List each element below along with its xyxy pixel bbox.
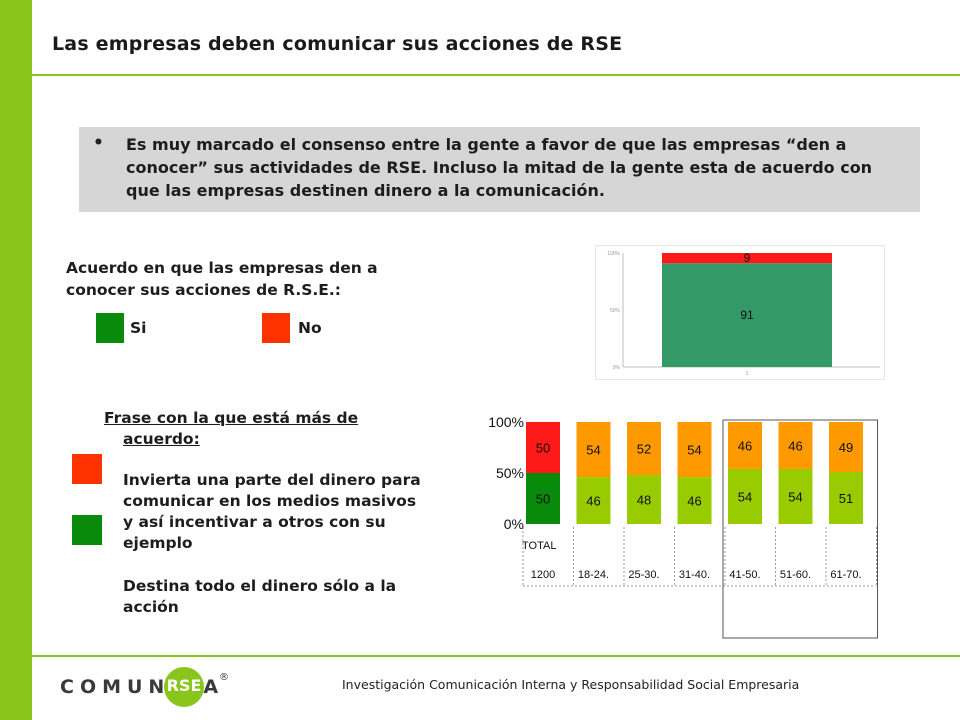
bar-segment-action	[526, 473, 560, 524]
phrase-line: Destina todo el dinero sólo a la	[123, 577, 397, 595]
x-tick-label: TOTAL	[522, 540, 556, 552]
data-label: 46	[586, 494, 600, 509]
y-tick-label: 100%	[607, 251, 620, 257]
data-label: 51	[839, 491, 853, 506]
y-tick-label: 100%	[488, 414, 524, 430]
legend-no-label: No	[298, 319, 322, 337]
bar-segment-invest	[627, 422, 661, 476]
bar-segment-no	[662, 253, 832, 264]
legend-si-label: Si	[130, 319, 147, 337]
question-line: acuerdo:	[123, 430, 200, 448]
summary-callout: • Es muy marcado el consenso entre la ge…	[79, 127, 920, 212]
footer-caption: Investigación Comunicación Interna y Res…	[342, 677, 800, 692]
data-label: 52	[637, 442, 651, 457]
question-line: conocer sus acciones de R.S.E.:	[66, 281, 341, 299]
bar-segment-invest	[576, 422, 611, 478]
bar-segment-action	[576, 477, 611, 524]
footer-divider	[32, 655, 960, 657]
bar-segment-action	[677, 477, 712, 524]
x-tick-label: 1	[746, 371, 749, 377]
bar-segment-invest	[778, 422, 813, 469]
question-rse-disclosure: Acuerdo en que las empresas den a conoce…	[66, 257, 456, 301]
bar-segment-action	[829, 471, 863, 524]
data-label: 46	[687, 494, 701, 509]
x-tick-label: 25-30.	[628, 569, 659, 581]
data-label: 54	[738, 489, 752, 504]
legend-action-swatch	[72, 515, 102, 545]
bar-segment-invest	[677, 422, 712, 478]
legend-no-swatch	[262, 313, 290, 343]
data-label: 48	[637, 493, 651, 508]
phrase-line: comunicar en los medios masivos	[123, 492, 417, 510]
question-phrase-agreement: Frase con la que está más de acuerdo:	[104, 408, 434, 450]
x-tick-label: 31-40.	[679, 569, 710, 581]
data-label: 54	[586, 443, 600, 458]
bar-segment-si	[662, 263, 832, 367]
legend-invest-swatch	[72, 454, 102, 484]
data-label: 54	[687, 443, 701, 458]
rse-logo-badge-text: RSE	[166, 676, 202, 695]
legend-action-label: Destina todo el dinero sólo a la acción	[123, 576, 463, 618]
bar-segment-action	[778, 468, 813, 524]
bullet-icon: •	[93, 133, 104, 153]
y-tick-label: 0%	[504, 516, 524, 532]
data-label: 49	[839, 440, 853, 455]
phrase-line: y así incentivar a otros con su	[123, 513, 386, 531]
phrase-line: ejemplo	[123, 534, 193, 552]
bar-segment-invest	[728, 422, 762, 469]
page-title: Las empresas deben comunicar sus accione…	[52, 33, 623, 55]
highlight-box	[722, 419, 878, 639]
summary-text: Es muy marcado el consenso entre la gent…	[126, 135, 873, 200]
question-line: Frase con la que está más de	[104, 409, 359, 427]
rse-logo-badge: RSE	[164, 667, 204, 707]
x-tick-label: 41-50.	[729, 569, 760, 581]
phrase-line: acción	[123, 598, 179, 616]
bar-segment-action	[627, 475, 661, 524]
header-divider	[32, 74, 960, 76]
y-tick-label: 0%	[613, 365, 621, 371]
registered-mark: ®	[219, 672, 229, 683]
base-label: 1200	[531, 569, 555, 581]
legend-si-swatch	[96, 313, 124, 343]
bar-segment-invest	[526, 422, 560, 473]
x-tick-label: 51-60.	[780, 569, 811, 581]
x-tick-label: 61-70.	[830, 569, 861, 581]
chart-phrase-by-age: 0% 50% 100% TOTAL 1200 18-24. 25-30. 31-40. 41-5…	[488, 414, 878, 639]
data-label: 50	[536, 441, 550, 456]
left-accent-bar	[0, 0, 32, 720]
y-tick-label: 50%	[496, 465, 524, 481]
data-label: 54	[788, 489, 802, 504]
bar-segment-invest	[829, 422, 863, 472]
data-label: 46	[738, 438, 752, 453]
data-label: 50	[536, 492, 550, 507]
legend-invest-label: Invierta una parte del dinero para comun…	[123, 470, 493, 554]
x-tick-label: 18-24.	[578, 569, 609, 581]
phrase-line: Invierta una parte del dinero para	[123, 471, 421, 489]
chart-rse-agreement: 0% 50% 100% 1 91 9	[595, 245, 885, 380]
data-label: 91	[740, 308, 754, 322]
question-line: Acuerdo en que las empresas den a	[66, 259, 378, 277]
bar-segment-action	[728, 468, 762, 524]
y-tick-label: 50%	[610, 308, 621, 314]
data-label: 9	[744, 251, 751, 265]
data-label: 46	[788, 438, 802, 453]
